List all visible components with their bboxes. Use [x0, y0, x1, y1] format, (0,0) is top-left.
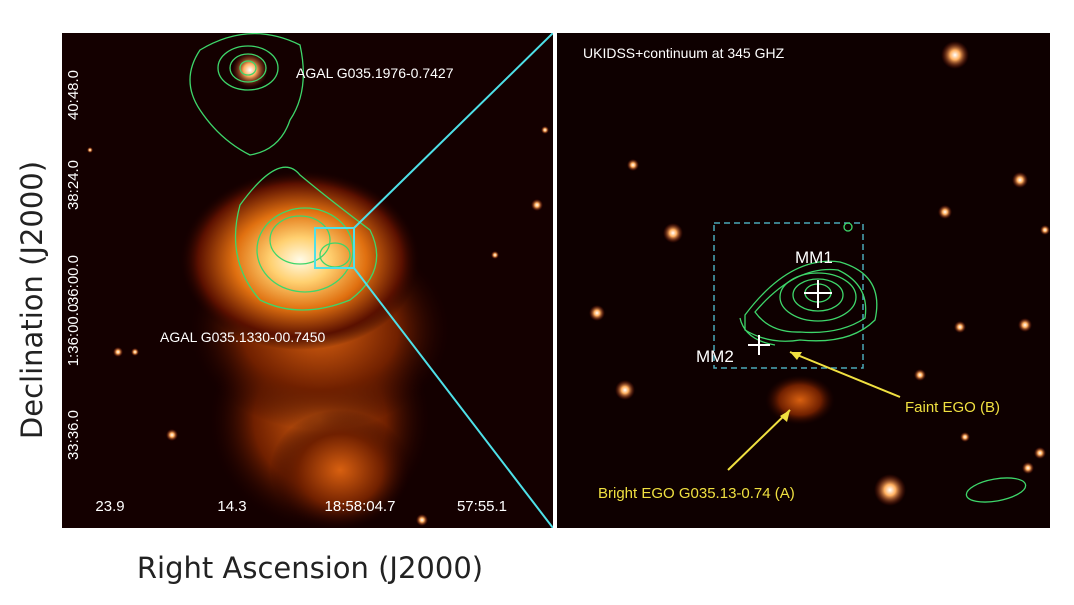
x-tick-label: 57:55.1 [457, 498, 507, 515]
annotation: Faint EGO (B) [905, 399, 1000, 416]
y-tick-label: 33:36.0 [65, 410, 82, 460]
x-tick-label: 18:58:04.7 [325, 498, 396, 515]
left-panel [62, 33, 553, 528]
x-axis-label: Right Ascension (J2000) [137, 551, 483, 585]
y-axis-label: Declination (J2000) [15, 161, 49, 439]
panel-title: UKIDSS+continuum at 345 GHZ [583, 45, 785, 61]
y-tick-label: 40:48.0 [65, 70, 82, 120]
source-label: MM2 [696, 347, 734, 366]
source-label: MM1 [795, 248, 833, 267]
y-tick-label: 38:24.0 [65, 160, 82, 210]
annotation: AGAL G035.1330-00.7450 [160, 329, 325, 345]
annotation: AGAL G035.1976-0.7427 [296, 65, 454, 81]
x-tick-label: 14.3 [217, 498, 246, 515]
annotation: Bright EGO G035.13-0.74 (A) [598, 485, 795, 502]
x-tick-label: 23.9 [95, 498, 124, 515]
y-tick-label: 36:00.0 [65, 255, 82, 305]
y-tick-label: 1:36:00.0 [65, 304, 82, 367]
right-panel [557, 33, 1050, 528]
